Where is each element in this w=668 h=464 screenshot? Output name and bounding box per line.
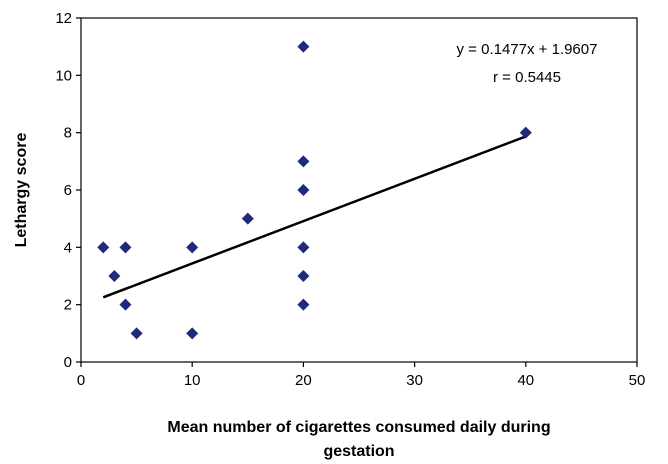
r-annotation: r = 0.5445 <box>493 69 561 86</box>
x-tick-label: 0 <box>77 372 85 389</box>
y-axis-title: Lethargy score <box>13 133 30 248</box>
data-point <box>297 40 310 53</box>
y-tick-label: 4 <box>64 239 72 256</box>
y-tick-label: 2 <box>64 297 72 314</box>
data-point <box>519 126 532 139</box>
data-point <box>119 298 132 311</box>
data-point <box>97 241 110 254</box>
data-point <box>130 327 143 340</box>
x-tick-label: 10 <box>184 372 201 389</box>
y-tick-label: 6 <box>64 182 72 199</box>
x-tick-label: 30 <box>406 372 423 389</box>
x-tick-label: 20 <box>295 372 312 389</box>
data-points <box>97 40 532 340</box>
data-point <box>297 270 310 282</box>
data-point <box>108 270 121 282</box>
data-point <box>297 155 310 168</box>
x-tick-label: 50 <box>629 372 646 389</box>
x-axis-title-line-2: gestation <box>323 443 394 460</box>
y-tick-label: 0 <box>64 354 72 371</box>
x-axis-ticks: 0 10 20 30 40 50 <box>77 362 646 389</box>
y-tick-label: 8 <box>64 125 72 142</box>
data-point <box>241 212 254 225</box>
y-tick-label: 12 <box>55 10 72 27</box>
y-tick-label: 10 <box>55 67 72 84</box>
data-point <box>186 327 199 340</box>
data-point <box>297 241 310 254</box>
data-point <box>186 241 199 254</box>
data-point <box>297 184 310 196</box>
x-axis-title-line-1: Mean number of cigarettes consumed daily… <box>167 419 550 436</box>
trendline <box>102 135 527 299</box>
y-axis-ticks: 0 2 4 6 8 10 12 <box>55 10 81 371</box>
x-tick-label: 40 <box>517 372 534 389</box>
equation-annotation: y = 0.1477x + 1.9607 <box>457 41 598 58</box>
data-point <box>297 298 310 311</box>
data-point <box>119 241 132 254</box>
